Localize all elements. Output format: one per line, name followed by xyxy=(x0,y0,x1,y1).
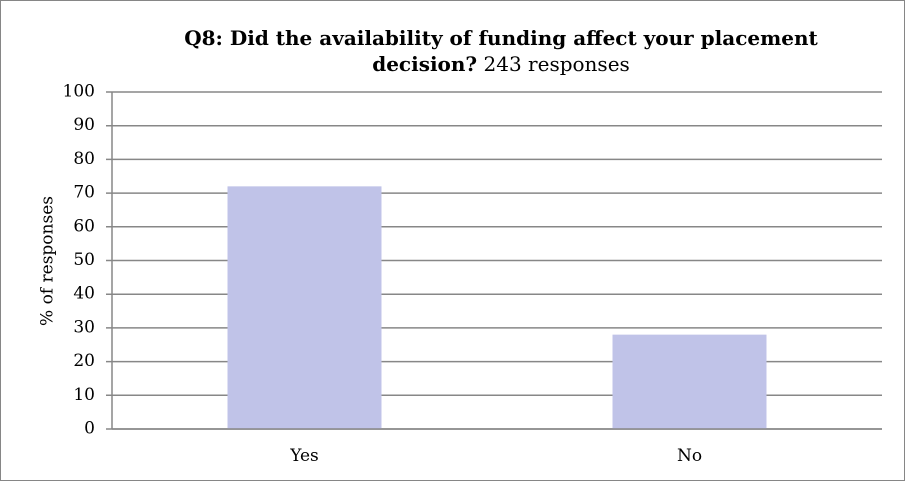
y-axis-label: % of responses xyxy=(38,196,58,326)
bar-no xyxy=(612,334,767,429)
x-category-labels: Yes No xyxy=(289,446,702,466)
y-tick-labels: 0 10 20 30 40 50 60 70 80 90 100 xyxy=(63,82,95,439)
x-category-label: Yes xyxy=(289,446,319,466)
y-tick-label: 40 xyxy=(73,284,95,304)
y-tick-label: 30 xyxy=(73,317,95,337)
y-tick-label: 90 xyxy=(73,115,95,135)
x-category-label: No xyxy=(677,446,702,466)
axes xyxy=(111,92,882,430)
chart-title-responses: 243 responses xyxy=(483,52,630,76)
y-tick-label: 80 xyxy=(73,149,95,169)
chart-title-main: Q8: Did the availability of funding affe… xyxy=(184,26,818,76)
y-tick-label: 60 xyxy=(73,216,95,236)
y-tick-label: 100 xyxy=(63,82,95,102)
y-tick-label: 70 xyxy=(73,183,95,203)
y-tick-label: 0 xyxy=(84,419,95,439)
bars xyxy=(227,186,767,429)
chart-title: Q8: Did the availability of funding affe… xyxy=(181,25,821,77)
y-tick-label: 20 xyxy=(73,351,95,371)
y-tick-label: 10 xyxy=(73,385,95,405)
y-tick-label: 50 xyxy=(73,250,95,270)
bar-yes xyxy=(227,186,382,429)
